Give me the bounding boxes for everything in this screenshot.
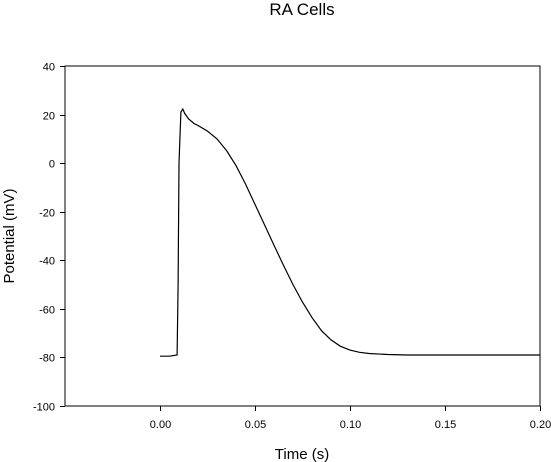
x-tick-label: 0.10 [340,419,361,431]
y-axis-label: Potential (mV) [1,188,18,283]
series-line [160,107,540,357]
y-tick-label: 0 [49,159,55,171]
x-tick-label: 0.05 [245,419,266,431]
y-tick-label: -80 [39,353,55,365]
y-axis-ticks: -100 -80 -60 -40 -20 0 20 40 [33,62,65,414]
x-tick-label: 0.15 [435,419,456,431]
x-axis-label: Time (s) [275,446,329,462]
y-tick-label: 20 [43,111,55,123]
x-axis-ticks: 0.00 0.05 0.10 0.15 0.20 [150,406,551,431]
chart-title: RA Cells [269,0,334,19]
x-tick-label: 0.00 [150,419,171,431]
y-tick-label: -40 [39,256,55,268]
y-tick-label: -20 [39,208,55,220]
y-tick-label: 40 [43,62,55,74]
y-tick-label: -100 [33,402,55,414]
y-tick-label: -60 [39,305,55,317]
x-tick-label: 0.20 [530,419,551,431]
plot-frame [64,65,541,407]
